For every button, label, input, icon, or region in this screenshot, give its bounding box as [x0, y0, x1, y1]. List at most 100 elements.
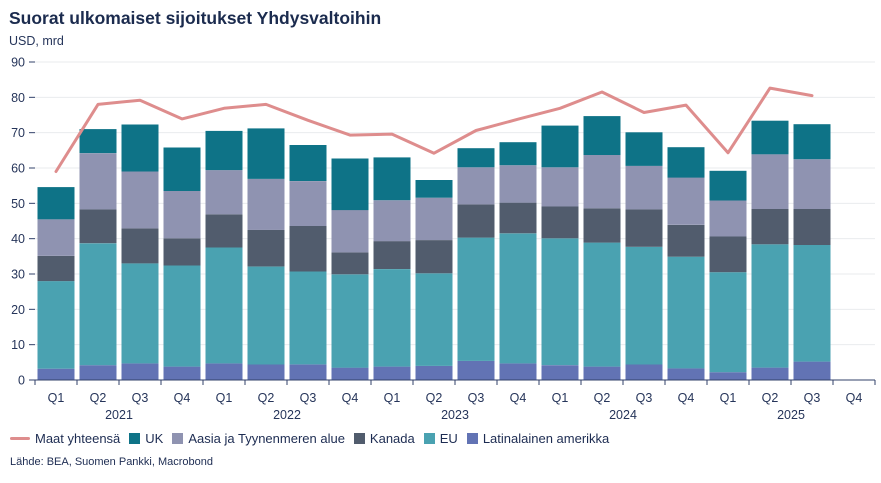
bar-segment-kanada: [793, 209, 831, 245]
bar-segment-eu: [37, 281, 75, 369]
bar-segment-aasia-ja-tyynenmeren-alue: [541, 167, 579, 207]
bar-segment-latinalainen-amerikka: [121, 363, 159, 380]
bar-segment-kanada: [625, 209, 663, 247]
total-line: [54, 86, 814, 173]
bar-segment-aasia-ja-tyynenmeren-alue: [625, 165, 663, 210]
bar-segment-uk: [205, 130, 243, 171]
bar-segment-aasia-ja-tyynenmeren-alue: [499, 165, 537, 203]
bar-segment-uk: [709, 170, 747, 201]
bar-segment-kanada: [247, 229, 285, 267]
legend-item: Maat yhteensä: [10, 431, 120, 446]
bar-segment-uk: [247, 128, 285, 179]
bar-segment-kanada: [667, 224, 705, 257]
bar-segment-kanada: [79, 209, 117, 244]
bar-segment-eu: [163, 265, 201, 367]
x-axis-quarter-label: Q2: [90, 391, 107, 405]
y-axis-label: 40: [11, 232, 25, 246]
legend-item: Aasia ja Tyynenmeren alue: [172, 431, 345, 446]
bar-segment-aasia-ja-tyynenmeren-alue: [793, 159, 831, 209]
bar-segment-aasia-ja-tyynenmeren-alue: [247, 179, 285, 230]
bar-segment-aasia-ja-tyynenmeren-alue: [79, 153, 117, 210]
legend-square-marker-icon: [129, 433, 141, 444]
bar-segment-uk: [667, 147, 705, 178]
bar-segment-eu: [499, 233, 537, 364]
x-axis-quarter-label: Q2: [594, 391, 611, 405]
bar-segment-eu: [709, 272, 747, 373]
bar-segment-eu: [625, 246, 663, 365]
bar-segment-latinalainen-amerikka: [457, 360, 495, 380]
bar-segment-uk: [793, 124, 831, 160]
bar-segment-aasia-ja-tyynenmeren-alue: [415, 197, 453, 241]
y-axis-label: 90: [11, 56, 25, 70]
bar-segment-uk: [163, 147, 201, 191]
bar-segment-kanada: [415, 240, 453, 274]
x-axis-quarter-label: Q2: [258, 391, 275, 405]
bar-segment-kanada: [289, 225, 327, 272]
y-axis-label: 70: [11, 126, 25, 140]
chart-plot-area: 0 10 20 30 40 50 60 70 80 90 Q1 Q2 Q3 Q4 Q1 Q2 Q3 Q4 Q1 Q2 Q…: [11, 56, 876, 422]
bar-segment-eu: [331, 274, 369, 368]
bar-segment-aasia-ja-tyynenmeren-alue: [205, 170, 243, 215]
legend-item: UK: [129, 431, 163, 446]
bar-segment-kanada: [583, 208, 621, 243]
bar-segment-uk: [121, 124, 159, 172]
bar-segment-latinalainen-amerikka: [751, 367, 789, 380]
bar-segment-latinalainen-amerikka: [709, 372, 747, 380]
bar-segment-aasia-ja-tyynenmeren-alue: [121, 171, 159, 229]
bar-segment-eu: [667, 256, 705, 369]
bar-segment-uk: [583, 116, 621, 155]
x-axis-year-label: 2024: [609, 408, 637, 422]
bar-segment-kanada: [541, 206, 579, 239]
bar-segment-uk: [373, 157, 411, 201]
y-axis-label: 20: [11, 303, 25, 317]
bar-segment-eu: [793, 245, 831, 362]
x-axis-quarter-label: Q4: [510, 391, 527, 405]
bar-segment-eu: [205, 247, 243, 364]
bar-segment-kanada: [499, 202, 537, 234]
bar-segment-uk: [457, 148, 495, 168]
bar-segment-aasia-ja-tyynenmeren-alue: [289, 181, 327, 226]
x-axis-quarter-label: Q4: [174, 391, 191, 405]
y-axis-label: 30: [11, 268, 25, 282]
bar-segment-latinalainen-amerikka: [373, 366, 411, 380]
x-axis-quarter-label: Q2: [762, 391, 779, 405]
x-axis-quarter-label: Q4: [678, 391, 695, 405]
bar-segment-latinalainen-amerikka: [625, 364, 663, 380]
bar-segment-latinalainen-amerikka: [79, 365, 117, 380]
bar-segment-eu: [247, 266, 285, 365]
y-axis-label: 50: [11, 197, 25, 211]
bar-segment-kanada: [37, 256, 75, 282]
bar-segment-aasia-ja-tyynenmeren-alue: [751, 154, 789, 209]
bar-segment-eu: [751, 244, 789, 368]
chart-legend: Maat yhteensä UK Aasia ja Tyynenmeren alue…: [10, 431, 609, 446]
bar-segment-kanada: [751, 209, 789, 245]
bar-segment-latinalainen-amerikka: [499, 363, 537, 380]
bar-segment-kanada: [709, 236, 747, 273]
chart-unit-label: USD, mrd: [9, 34, 64, 48]
legend-item: Kanada: [353, 431, 415, 446]
bar-segment-eu: [289, 271, 327, 365]
y-axis-label: 10: [11, 338, 25, 352]
bar-segment-eu: [583, 242, 621, 367]
bar-segment-kanada: [205, 214, 243, 248]
x-axis-year-label: 2021: [105, 408, 133, 422]
bar-segment-latinalainen-amerikka: [289, 364, 327, 380]
bar-segment-eu: [541, 238, 579, 366]
x-axis-quarter-label: Q1: [216, 391, 233, 405]
bar-segment-kanada: [457, 204, 495, 238]
x-axis-quarter-label: Q4: [342, 391, 359, 405]
x-axis-quarter-label: Q3: [300, 391, 317, 405]
source-note: Lähde: BEA, Suomen Pankki, Macrobond: [10, 456, 214, 468]
bar-segment-latinalainen-amerikka: [247, 364, 285, 380]
bar-segment-latinalainen-amerikka: [583, 366, 621, 380]
bar-segment-aasia-ja-tyynenmeren-alue: [163, 191, 201, 239]
bar-segment-eu: [457, 237, 495, 361]
x-axis-quarter-label: Q1: [552, 391, 569, 405]
bar-segment-latinalainen-amerikka: [667, 368, 705, 380]
bar-segment-aasia-ja-tyynenmeren-alue: [331, 210, 369, 253]
x-axis-year-label: 2025: [777, 408, 805, 422]
x-axis-quarter-label: Q1: [48, 391, 65, 405]
bar-segment-uk: [499, 142, 537, 166]
bar-segment-latinalainen-amerikka: [541, 365, 579, 380]
